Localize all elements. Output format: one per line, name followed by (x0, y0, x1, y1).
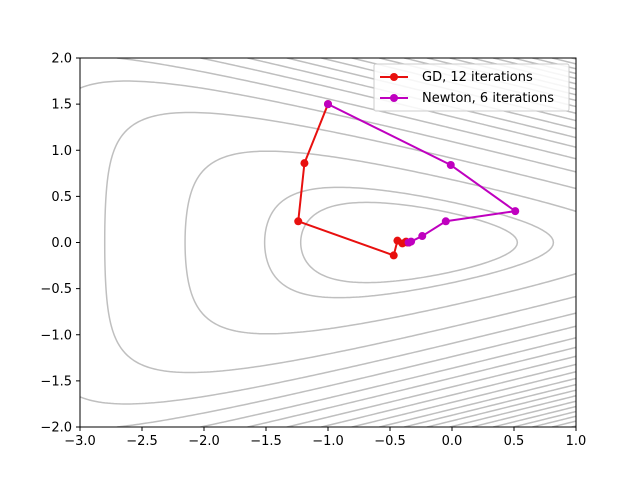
contour-line-19 (551, 58, 576, 427)
contour-line-4 (80, 80, 576, 405)
contour-line-16 (492, 58, 576, 427)
point-newton-0 (324, 100, 332, 109)
x-tick-label-3: −1.5 (250, 434, 282, 449)
contour-line-3 (103, 111, 576, 374)
legend-marker-gd (390, 73, 398, 81)
point-newton-3 (441, 217, 450, 226)
axes: −3.0 −2.5 −2.0 −1.5 −1.0 −0.5 0.0 0.5 1.0 −2.0 −1.… (40, 52, 586, 450)
y-tick-label-8: 2.0 (51, 52, 72, 67)
contour-lines (80, 58, 576, 427)
y-tick-label-1: −1.5 (40, 374, 72, 389)
y-tick-label-5: 0.5 (51, 190, 72, 205)
series-layer (294, 100, 520, 260)
point-newton-4 (418, 232, 427, 241)
contour-line-12 (403, 58, 576, 427)
x-tick-label-1: −2.5 (126, 434, 158, 449)
legend-label-newton: Newton, 6 iterations (422, 91, 554, 106)
point-gd-3 (389, 251, 398, 260)
point-newton-6 (404, 238, 413, 247)
contour-line-1 (263, 186, 555, 299)
y-tick-label-0: −2.0 (40, 421, 72, 436)
legend-box (373, 63, 570, 112)
legend: GD, 12 iterations Newton, 6 iterations (373, 63, 570, 112)
legend-marker-newton (390, 94, 398, 102)
y-tick-label-2: −1.0 (40, 328, 72, 343)
y-tick-label-7: 1.5 (51, 98, 72, 113)
y-tick-label-3: −0.5 (40, 282, 72, 297)
contour-line-0 (299, 201, 519, 284)
legend-label-gd: GD, 12 iterations (422, 70, 533, 85)
x-tick-label-0: −3.0 (64, 434, 96, 449)
x-tick-label-7: 0.5 (504, 434, 525, 449)
y-tick-label-4: 0.0 (51, 236, 72, 251)
point-newton-2 (511, 207, 520, 216)
contour-line-18 (531, 58, 576, 427)
x-tick-label-8: 1.0 (566, 434, 587, 449)
x-tick-label-4: −1.0 (312, 434, 344, 449)
contour-line-15 (471, 58, 576, 427)
point-gd-2 (294, 217, 303, 226)
point-gd-1 (300, 159, 309, 168)
contour-line-10 (351, 58, 576, 427)
point-newton-1 (446, 161, 455, 170)
x-tick-label-5: −0.5 (374, 434, 406, 449)
x-tick-label-2: −2.0 (188, 434, 220, 449)
x-tick-label-6: 0.0 (442, 434, 463, 449)
y-tick-label-6: 1.0 (51, 144, 72, 159)
